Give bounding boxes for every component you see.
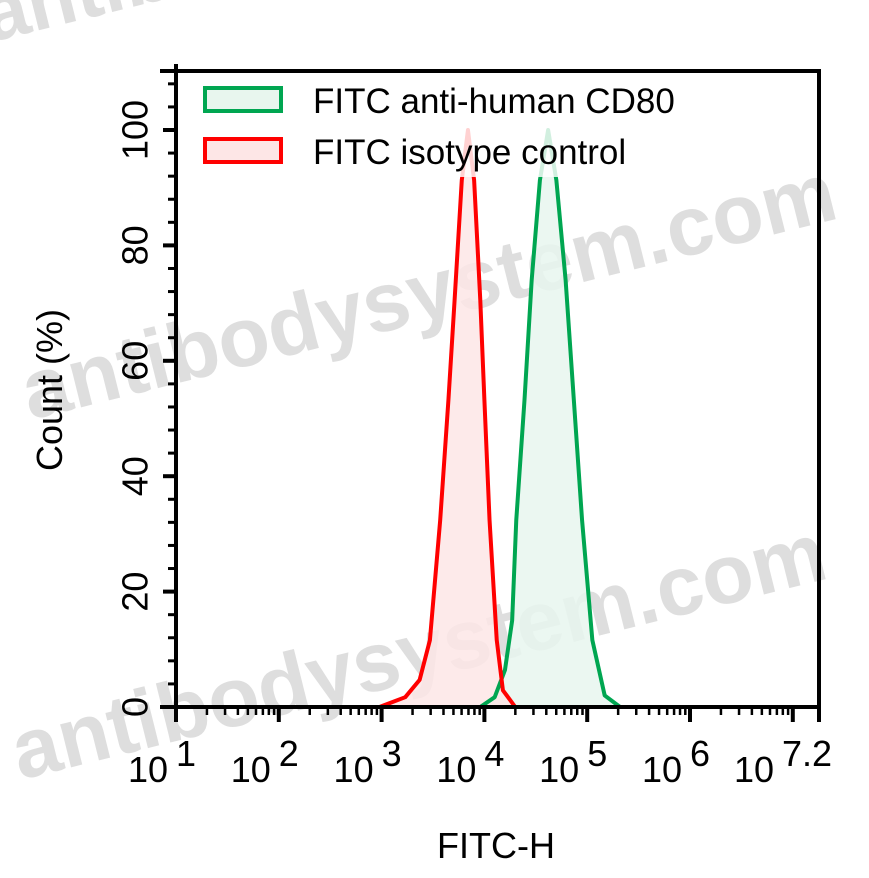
y-tick-label: 60 [115, 341, 156, 381]
x-tick-label: 10 4 [436, 733, 504, 790]
x-tick-label: 10 2 [231, 733, 299, 790]
legend-label-cd80: FITC anti-human CD80 [313, 82, 675, 121]
y-axis-ticks: 0 20 40 60 80 100 [115, 82, 176, 717]
x-axis-ticks: 10 1 10 2 10 3 10 4 10 5 10 6 10 7.2 [128, 707, 832, 790]
x-tick-label: 10 6 [642, 733, 710, 790]
legend-label-isotype: FITC isotype control [313, 133, 626, 172]
legend: FITC anti-human CD80 FITC isotype contro… [203, 82, 675, 172]
legend-swatch-isotype [203, 137, 283, 164]
y-tick-label: 40 [115, 456, 156, 496]
y-tick-label: 0 [115, 697, 156, 717]
watermark-upper: antibodysystem.com [12, 144, 845, 437]
x-tick-label: 10 3 [334, 733, 402, 790]
x-tick-label: 10 1 [128, 733, 196, 790]
y-tick-label: 20 [115, 572, 156, 612]
x-tick-label: 10 7.2 [734, 733, 832, 790]
legend-swatch-cd80 [203, 86, 283, 113]
x-axis-title: FITC-H [437, 825, 555, 866]
watermark-lower: antibodysystem.com [2, 504, 835, 797]
plot-frame [160, 64, 821, 716]
y-tick-label: 80 [115, 225, 156, 265]
legend-background [195, 75, 755, 177]
y-axis-title: Count (%) [29, 309, 70, 471]
x-tick-label: 10 5 [539, 733, 607, 790]
y-tick-label: 100 [115, 100, 156, 160]
watermark-top-left: antibodysystem.com [0, 0, 767, 59]
